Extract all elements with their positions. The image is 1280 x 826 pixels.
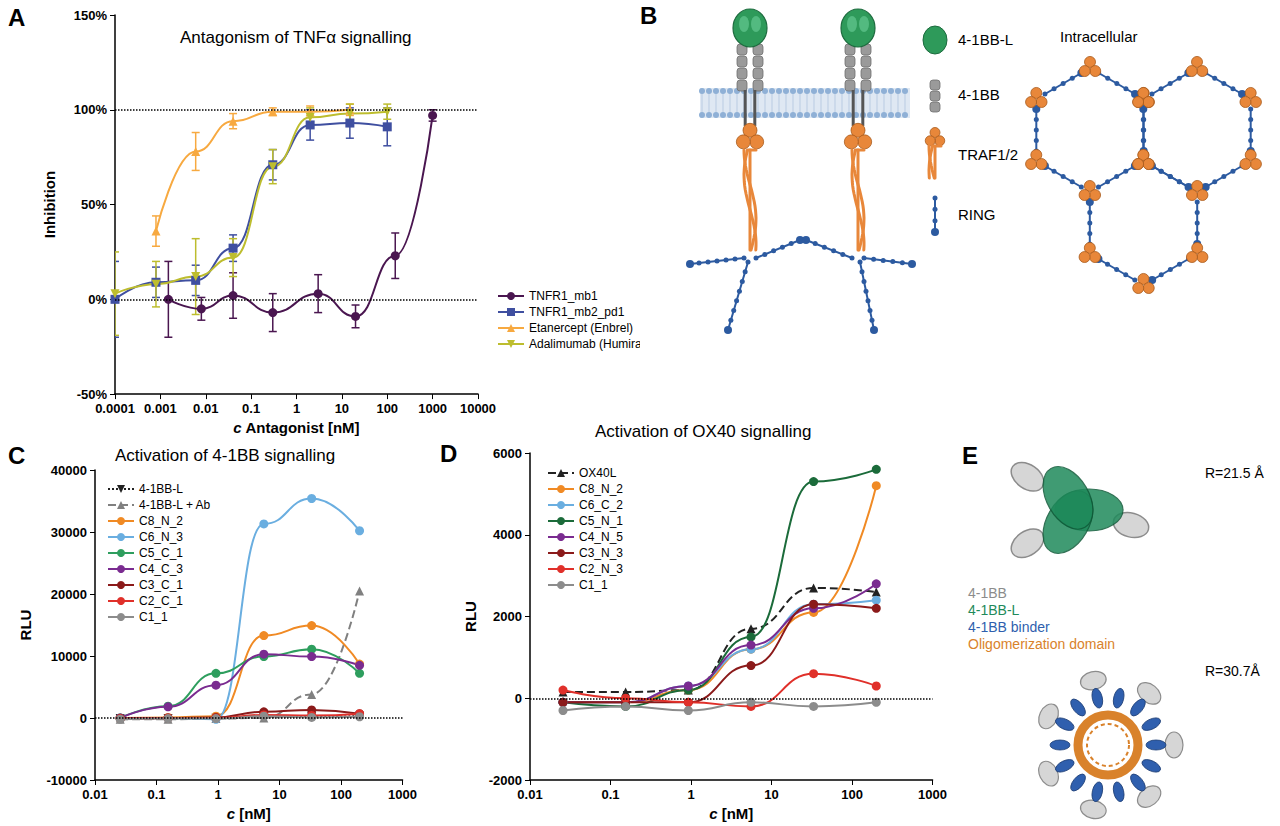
svg-text:1: 1 <box>214 787 221 802</box>
svg-text:0: 0 <box>80 711 87 726</box>
svg-text:RING: RING <box>958 206 996 223</box>
svg-text:10: 10 <box>272 787 286 802</box>
svg-text:c: c <box>709 805 718 822</box>
svg-text:0.1: 0.1 <box>242 401 260 416</box>
svg-text:C3_C_1: C3_C_1 <box>139 578 183 592</box>
svg-text:[nM]: [nM] <box>235 805 271 822</box>
svg-text:C6_N_3: C6_N_3 <box>139 530 183 544</box>
svg-text:Intracellular: Intracellular <box>1060 28 1138 45</box>
svg-text:RLU: RLU <box>462 601 479 632</box>
svg-text:R=30.7Å: R=30.7Å <box>1205 663 1261 679</box>
svg-text:C8_N_2: C8_N_2 <box>139 514 183 528</box>
svg-text:10000: 10000 <box>460 401 496 416</box>
svg-text:C2_N_3: C2_N_3 <box>579 562 623 576</box>
svg-text:B: B <box>640 2 657 29</box>
svg-text:[nM]: [nM] <box>718 805 754 822</box>
svg-text:10000: 10000 <box>51 649 87 664</box>
svg-text:Inhibition: Inhibition <box>41 171 58 238</box>
svg-text:30000: 30000 <box>51 525 87 540</box>
svg-text:Antagonist [nM]: Antagonist [nM] <box>242 419 360 436</box>
svg-text:RLU: RLU <box>17 610 34 641</box>
svg-text:4-1BB-L: 4-1BB-L <box>968 602 1020 618</box>
svg-text:40000: 40000 <box>51 463 87 478</box>
svg-text:100: 100 <box>841 787 863 802</box>
svg-text:Activation of OX40 signalling: Activation of OX40 signalling <box>595 422 811 441</box>
svg-text:C1_1: C1_1 <box>139 610 168 624</box>
svg-text:TRAF1/2: TRAF1/2 <box>958 146 1018 163</box>
svg-text:1000: 1000 <box>418 401 447 416</box>
svg-text:4-1BB binder: 4-1BB binder <box>968 619 1050 635</box>
svg-text:0.01: 0.01 <box>517 787 542 802</box>
svg-text:Antagonism of TNFα signalling: Antagonism of TNFα signalling <box>180 28 412 47</box>
svg-text:C8_N_2: C8_N_2 <box>579 482 623 496</box>
svg-text:4-1BB-L: 4-1BB-L <box>139 482 183 496</box>
svg-text:TNFR1_mb2_pd1: TNFR1_mb2_pd1 <box>529 305 625 319</box>
svg-text:-50%: -50% <box>77 387 108 402</box>
svg-text:c: c <box>226 805 235 822</box>
svg-text:0.01: 0.01 <box>82 787 107 802</box>
svg-text:1: 1 <box>293 401 300 416</box>
svg-text:-10000: -10000 <box>47 773 87 788</box>
html-text:C: C <box>8 442 26 469</box>
svg-text:-2000: -2000 <box>489 773 522 788</box>
svg-text:E: E <box>962 442 978 469</box>
html-text:D: D <box>440 440 458 467</box>
svg-text:1: 1 <box>687 787 694 802</box>
svg-text:C5_N_1: C5_N_1 <box>579 514 623 528</box>
svg-text:C5_C_1: C5_C_1 <box>139 546 183 560</box>
svg-text:C1_1: C1_1 <box>579 578 608 592</box>
svg-text:C4_C_3: C4_C_3 <box>139 562 183 576</box>
svg-text:1000: 1000 <box>918 787 947 802</box>
svg-text:0.1: 0.1 <box>147 787 165 802</box>
svg-text:4-1BB-L + Ab: 4-1BB-L + Ab <box>139 498 211 512</box>
svg-text:C3_N_3: C3_N_3 <box>579 546 623 560</box>
svg-text:0.01: 0.01 <box>193 401 218 416</box>
svg-text:Activation of 4-1BB signalling: Activation of 4-1BB signalling <box>115 446 335 465</box>
svg-text:R=21.5 Å: R=21.5 Å <box>1205 465 1264 481</box>
svg-text:Adalimumab (Humira): Adalimumab (Humira) <box>529 337 640 351</box>
svg-text:0.1: 0.1 <box>601 787 619 802</box>
svg-text:100: 100 <box>376 401 398 416</box>
svg-text:1000: 1000 <box>388 787 417 802</box>
svg-text:50%: 50% <box>81 197 107 212</box>
svg-text:0.0001: 0.0001 <box>95 401 135 416</box>
svg-text:0.001: 0.001 <box>144 401 177 416</box>
svg-text:OX40L: OX40L <box>579 466 617 480</box>
svg-text:100%: 100% <box>74 102 108 117</box>
svg-text:C2_C_1: C2_C_1 <box>139 594 183 608</box>
svg-text:6000: 6000 <box>493 446 522 461</box>
svg-text:Oligomerization domain: Oligomerization domain <box>968 636 1115 652</box>
svg-text:2000: 2000 <box>493 609 522 624</box>
svg-text:150%: 150% <box>74 8 108 23</box>
svg-text:4-1BB: 4-1BB <box>968 585 1007 601</box>
html-text:A: A <box>8 4 26 31</box>
svg-text:C6_C_2: C6_C_2 <box>579 498 623 512</box>
svg-text:100: 100 <box>330 787 352 802</box>
svg-text:4-1BB-L: 4-1BB-L <box>958 31 1013 48</box>
svg-text:4-1BB: 4-1BB <box>958 86 1000 103</box>
svg-text:Etanercept (Enbrel): Etanercept (Enbrel) <box>529 321 633 335</box>
svg-text:20000: 20000 <box>51 587 87 602</box>
svg-text:0%: 0% <box>88 292 107 307</box>
svg-text:10: 10 <box>335 401 349 416</box>
svg-text:C4_N_5: C4_N_5 <box>579 530 623 544</box>
svg-text:4000: 4000 <box>493 527 522 542</box>
svg-text:10: 10 <box>764 787 778 802</box>
svg-text:0: 0 <box>515 691 522 706</box>
svg-text:c: c <box>233 419 242 436</box>
svg-text:TNFR1_mb1: TNFR1_mb1 <box>529 289 598 303</box>
